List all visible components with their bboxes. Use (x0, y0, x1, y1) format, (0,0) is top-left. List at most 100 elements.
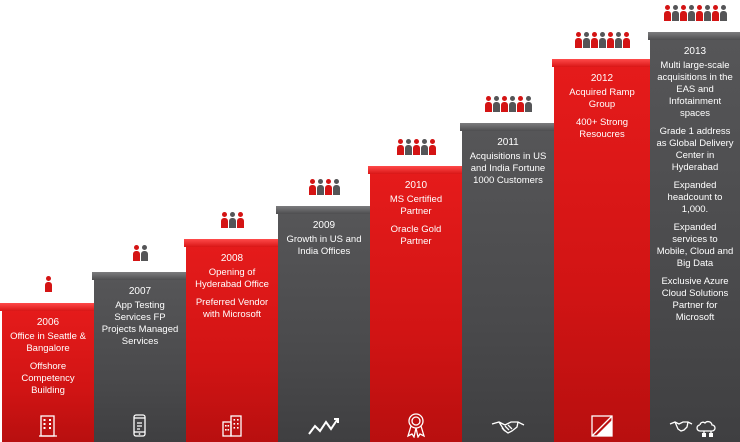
milestone-text: Oracle Gold Partner (390, 224, 442, 247)
headcount-people-icon (186, 212, 278, 228)
column-top-edge (648, 32, 740, 40)
milestone-year: 2008 (220, 253, 244, 264)
milestone-text: Grade 1 address as Global Delivery Cente… (656, 126, 734, 173)
milestone-column-2007: 2007 App Testing Services FP Projects Man… (92, 245, 188, 442)
milestone-text: Exclusive Azure Cloud Solutions Partner … (661, 276, 729, 323)
person-icon (220, 212, 228, 228)
milestone-year: 2007 (128, 286, 152, 297)
milestone-content: 2013 Multi large-scale acquisitions in th… (650, 38, 740, 324)
person-icon (324, 179, 332, 195)
milestone-year: 2011 (497, 137, 519, 148)
person-icon (508, 96, 516, 112)
milestone-text: App Testing Services FP Projects Managed… (101, 300, 179, 347)
milestone-content: 2011 Acquisitions in US and India Fortune… (462, 129, 554, 187)
person-icon (516, 96, 524, 112)
building-icon (2, 414, 94, 438)
headcount-people-icon (462, 96, 554, 112)
headcount-people-icon (370, 139, 462, 155)
growth-chart-icon (278, 416, 370, 438)
milestone-text: 400+ Strong Resoucres (575, 117, 629, 140)
milestone-year: 2010 (404, 180, 428, 191)
person-icon (719, 5, 727, 21)
person-icon (316, 179, 324, 195)
person-icon (524, 96, 532, 112)
person-icon (428, 139, 436, 155)
milestone-content: 2012 Acquired Ramp Group 400+ Strong Resou… (554, 65, 650, 141)
person-icon (404, 139, 412, 155)
milestone-text: Expanded headcount to 1,000. (667, 180, 723, 215)
person-icon (606, 32, 614, 48)
headcount-people-icon (2, 276, 94, 292)
person-icon (622, 32, 630, 48)
person-icon (236, 212, 244, 228)
column-top-edge (184, 239, 280, 247)
person-icon (695, 5, 703, 21)
headcount-people-icon (554, 32, 650, 48)
person-icon (687, 5, 695, 21)
handshake-icon (462, 418, 554, 438)
person-icon (663, 5, 671, 21)
person-icon (492, 96, 500, 112)
milestone-column-2006: 2006 Office in Seattle & Bangalore Offshor… (0, 276, 96, 442)
milestone-column-2009: 2009 Growth in US and India Offices (276, 179, 372, 442)
milestone-content: 2009 Growth in US and India Offices (278, 212, 370, 258)
milestone-text: MS Certified Partner (389, 194, 443, 217)
person-icon (420, 139, 428, 155)
milestone-text: Acquisitions in US and India Fortune 100… (469, 151, 547, 186)
milestone-text: Multi large-scale acquisitions in the EA… (657, 60, 733, 119)
person-icon (590, 32, 598, 48)
office-building-icon (186, 414, 278, 438)
milestone-text: Acquired Ramp Group (569, 87, 635, 110)
column-top-edge (552, 59, 652, 67)
person-icon (614, 32, 622, 48)
milestone-content: 2010 MS Certified Partner Oracle Gold Part… (370, 172, 462, 248)
person-icon (500, 96, 508, 112)
person-icon (228, 212, 236, 228)
person-icon (574, 32, 582, 48)
milestone-content: 2007 App Testing Services FP Projects Man… (94, 278, 186, 348)
milestone-text: Office in Seattle & Bangalore (10, 331, 86, 354)
column-top-edge (92, 272, 188, 280)
milestone-text: Growth in US and India Offices (286, 234, 362, 257)
milestone-year: 2013 (683, 46, 707, 57)
milestone-text: Expanded services to Mobile, Cloud and B… (656, 222, 734, 269)
person-icon (332, 179, 340, 195)
milestone-text: Opening of Hyderabad Office (195, 267, 269, 290)
column-top-edge (368, 166, 464, 174)
column-top-edge (276, 206, 372, 214)
milestone-column-2008: 2008 Opening of Hyderabad Office Preferred… (184, 212, 280, 442)
person-icon (44, 276, 52, 292)
person-icon (671, 5, 679, 21)
person-icon (308, 179, 316, 195)
person-icon (140, 245, 148, 261)
person-icon (582, 32, 590, 48)
person-icon (484, 96, 492, 112)
milestone-text: Offshore Competency Building (21, 361, 75, 396)
mobile-device-icon (94, 414, 186, 438)
person-icon (598, 32, 606, 48)
award-medal-icon (370, 412, 462, 438)
headcount-people-icon (650, 5, 740, 21)
person-icon (703, 5, 711, 21)
milestone-column-2010: 2010 MS Certified Partner Oracle Gold Part… (368, 139, 464, 442)
milestone-year: 2012 (590, 73, 614, 84)
milestone-content: 2008 Opening of Hyderabad Office Preferred… (186, 245, 278, 321)
milestone-column-2011: 2011 Acquisitions in US and India Fortune… (460, 96, 556, 442)
milestone-text: Preferred Vendor with Microsoft (195, 297, 269, 320)
person-icon (396, 139, 404, 155)
milestone-year: 2009 (312, 220, 336, 231)
column-top-edge (0, 303, 96, 311)
milestone-content: 2006 Office in Seattle & Bangalore Offshor… (2, 309, 94, 397)
column-top-edge (460, 123, 556, 131)
milestone-column-2012: 2012 Acquired Ramp Group 400+ Strong Resou… (552, 32, 652, 442)
person-icon (132, 245, 140, 261)
person-icon (711, 5, 719, 21)
person-icon (412, 139, 420, 155)
handshake-cloud-icon (650, 416, 740, 438)
milestone-year: 2006 (36, 317, 60, 328)
ramp-logo-icon (554, 414, 650, 438)
milestone-column-2013: 2013 Multi large-scale acquisitions in th… (648, 5, 740, 442)
headcount-people-icon (278, 179, 370, 195)
headcount-people-icon (94, 245, 186, 261)
